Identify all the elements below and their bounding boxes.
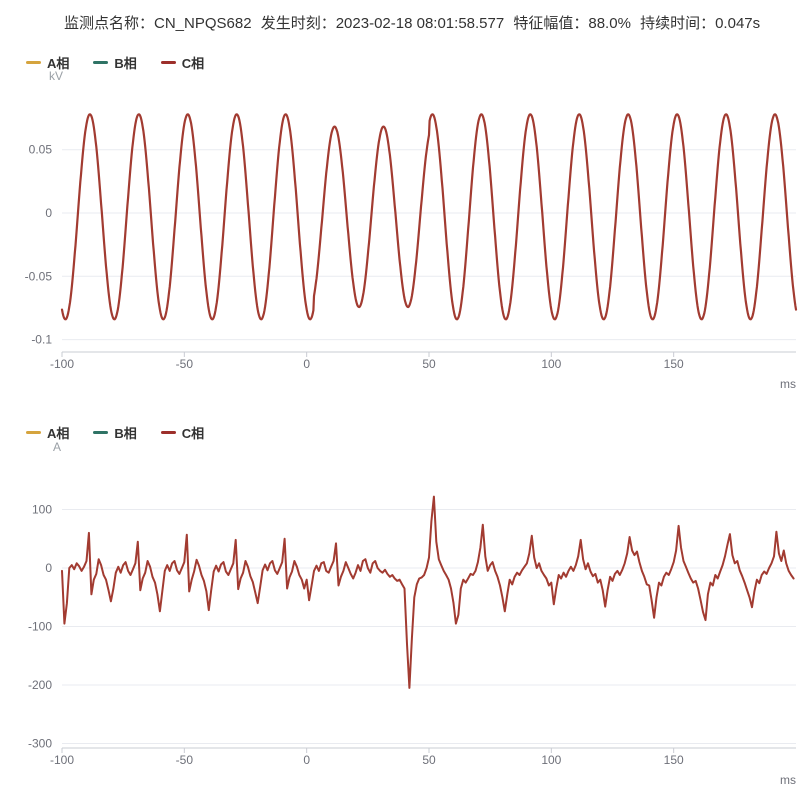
legend-item-a-phase[interactable]: A相: [26, 53, 69, 72]
legend-item-c-phase[interactable]: C相: [160, 53, 205, 72]
y-tick-label: -200: [28, 678, 52, 692]
y-tick-label: -0.05: [25, 269, 53, 283]
legend-item-b-phase[interactable]: B相: [93, 53, 137, 72]
voltage-chart[interactable]: 0.05 0 -0.05 -0.1 -100 -50 0 50 100 150: [25, 113, 798, 371]
c-phase-line-swatch: [160, 430, 176, 434]
y-tick-label: -0.1: [31, 333, 52, 347]
voltage-unit-label: kV: [49, 69, 64, 83]
legend-label: B相: [114, 55, 137, 71]
x-tick-label: -100: [50, 753, 74, 767]
event-time: 发生时刻：2023-02-18 08:01:58.577: [260, 15, 505, 32]
current-chart-legend: A相 B相 C相: [26, 423, 205, 442]
monitor-point-name: 监测点名称：CN_NPQS682: [64, 15, 252, 32]
voltage-xaxis-unit-label: ms: [780, 377, 796, 391]
y-tick-label: 100: [32, 503, 52, 517]
x-tick-label: 50: [422, 357, 436, 371]
x-tick-label: 150: [664, 753, 684, 767]
x-tick-label: 0: [303, 753, 310, 767]
c-phase-waveform: [60, 113, 798, 321]
y-tick-label: 0.05: [29, 143, 53, 157]
x-tick-label: 100: [541, 753, 561, 767]
legend-label: A相: [47, 425, 70, 441]
c-phase-line-swatch: [160, 60, 176, 64]
b-phase-line-swatch: [93, 60, 109, 64]
current-chart[interactable]: 100 0 -100 -200 -300 -100 -50 0 50 100 150: [28, 495, 796, 767]
y-tick-label: -300: [28, 737, 52, 751]
legend-item-a-phase[interactable]: A相: [26, 423, 69, 442]
y-tick-label: -100: [28, 620, 52, 634]
characteristic-magnitude: 特征幅值：88.0%: [513, 15, 631, 32]
y-tick-label: 0: [45, 561, 52, 575]
x-tick-label: 150: [664, 357, 684, 371]
x-tick-label: 0: [303, 357, 310, 371]
a-phase-line-swatch: [26, 60, 41, 64]
legend-item-c-phase[interactable]: C相: [160, 423, 205, 442]
b-phase-line-swatch: [93, 430, 109, 434]
x-tick-label: 100: [541, 357, 561, 371]
legend-label: C相: [181, 425, 205, 441]
current-xaxis-unit-label: ms: [780, 773, 796, 787]
y-tick-label: 0: [45, 206, 52, 220]
legend-item-b-phase[interactable]: B相: [93, 423, 137, 442]
c-phase-waveform: [61, 495, 795, 689]
legend-label: A相: [47, 55, 70, 71]
event-info-header: 监测点名称：CN_NPQS682 发生时刻：2023-02-18 08:01:5…: [64, 12, 765, 33]
x-tick-label: 50: [422, 753, 436, 767]
legend-label: C相: [181, 55, 205, 71]
event-duration: 持续时间：0.047s: [640, 15, 761, 32]
current-unit-label: A: [53, 440, 62, 454]
legend-label: B相: [114, 425, 137, 441]
x-tick-label: -50: [176, 753, 194, 767]
x-tick-label: -100: [50, 357, 74, 371]
x-tick-label: -50: [176, 357, 194, 371]
a-phase-line-swatch: [26, 430, 41, 434]
voltage-chart-legend: A相 B相 C相: [26, 53, 205, 72]
